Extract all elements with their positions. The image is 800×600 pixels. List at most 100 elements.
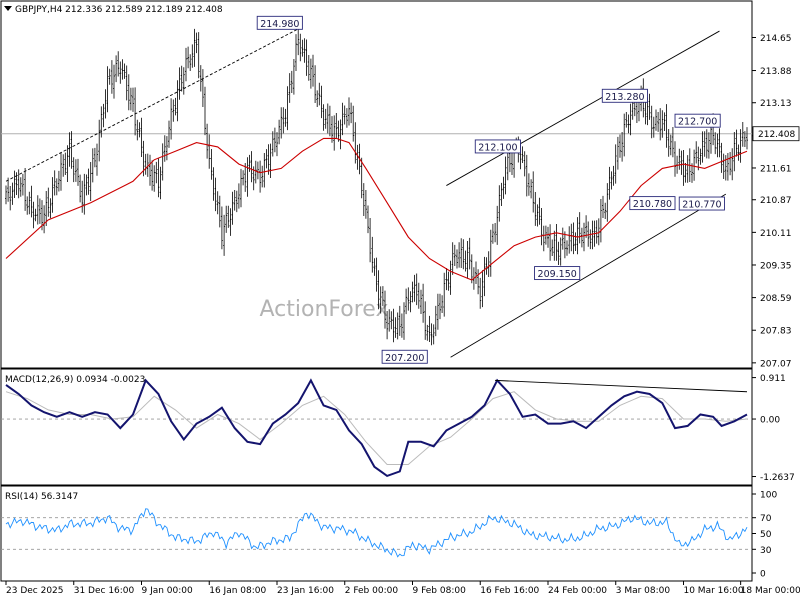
price-bar bbox=[691, 163, 693, 183]
price-bar bbox=[233, 190, 236, 211]
macd-axis-tick-label: 0.00 bbox=[760, 416, 780, 426]
price-bar bbox=[623, 113, 626, 157]
price-bar bbox=[400, 313, 403, 338]
price-bar bbox=[652, 116, 655, 138]
price-bar bbox=[506, 149, 509, 181]
rsi-line bbox=[5, 508, 748, 558]
price-bar bbox=[201, 69, 204, 107]
price-annotation: 210.780 bbox=[633, 199, 672, 210]
price-bar bbox=[657, 112, 660, 132]
price-bar bbox=[307, 55, 310, 81]
price-bar bbox=[403, 302, 405, 340]
price-bar bbox=[125, 65, 128, 101]
price-bar bbox=[557, 241, 560, 265]
price-bar bbox=[172, 99, 175, 122]
price-bar bbox=[377, 270, 380, 310]
price-bar bbox=[523, 151, 526, 177]
price-bar bbox=[585, 215, 588, 238]
rsi-axis-tick-label: 70 bbox=[760, 514, 772, 524]
price-bar bbox=[100, 106, 103, 138]
price-bar bbox=[174, 97, 177, 116]
price-bar bbox=[320, 85, 323, 119]
price-bar bbox=[381, 286, 384, 307]
x-axis-tick-label: 16 Feb 16:00 bbox=[480, 586, 539, 596]
price-bar bbox=[428, 315, 431, 342]
price-annotation-box bbox=[678, 196, 725, 211]
price-bar bbox=[335, 113, 338, 138]
x-axis: 23 Dec 2025 31 Dec 16:00 9 Jan 00:00 16 Jan… bbox=[5, 581, 800, 596]
price-bar bbox=[699, 148, 702, 165]
price-bar bbox=[485, 257, 488, 275]
price-bar bbox=[81, 180, 84, 213]
price-bar bbox=[597, 218, 600, 246]
price-bar bbox=[489, 229, 492, 277]
price-bar bbox=[117, 51, 120, 77]
x-axis-tick-label: 31 Dec 16:00 bbox=[74, 586, 135, 596]
price-bar bbox=[212, 167, 215, 201]
price-bar bbox=[731, 148, 734, 181]
price-bar bbox=[739, 129, 742, 163]
price-bar bbox=[659, 108, 662, 141]
price-axis-tick-label: 213.13 bbox=[760, 99, 792, 109]
price-bar bbox=[420, 289, 422, 314]
price-bar bbox=[214, 177, 217, 212]
price-bar bbox=[553, 230, 556, 261]
price-bar bbox=[104, 89, 107, 119]
price-bar bbox=[115, 55, 118, 83]
price-bar bbox=[43, 205, 46, 234]
price-bar bbox=[621, 132, 624, 162]
price-bar bbox=[127, 74, 130, 111]
price-axis-tick-label: 213.88 bbox=[760, 67, 792, 77]
price-bar bbox=[263, 153, 266, 188]
price-bar bbox=[697, 146, 700, 171]
price-bar bbox=[534, 192, 537, 226]
price-bar bbox=[682, 150, 685, 186]
price-bar bbox=[273, 127, 276, 153]
price-bar bbox=[460, 238, 463, 268]
x-axis-tick-label: 18 Mar 00:00 bbox=[741, 586, 800, 596]
price-bar bbox=[204, 86, 206, 136]
price-bar bbox=[504, 156, 507, 195]
price-bar bbox=[703, 131, 706, 157]
price-bar bbox=[47, 187, 50, 217]
price-bar bbox=[707, 132, 710, 159]
price-bar bbox=[225, 205, 228, 233]
price-bar bbox=[72, 157, 75, 183]
price-bar bbox=[93, 147, 96, 168]
price-bar bbox=[303, 38, 306, 63]
price-bar bbox=[430, 323, 433, 346]
price-bar bbox=[79, 174, 82, 203]
price-bar bbox=[481, 270, 484, 308]
macd-axis-tick-label: -1.2637 bbox=[760, 473, 795, 483]
price-bar bbox=[367, 205, 369, 234]
price-bar bbox=[11, 182, 14, 205]
price-bar bbox=[616, 136, 619, 170]
price-bar bbox=[629, 103, 632, 136]
price-bar bbox=[477, 269, 480, 295]
price-bar bbox=[684, 163, 687, 183]
price-bar bbox=[663, 112, 666, 131]
price-bar bbox=[695, 141, 698, 164]
price-bar bbox=[49, 198, 52, 219]
price-bar bbox=[453, 244, 456, 266]
price-bar bbox=[439, 293, 441, 320]
price-bar bbox=[182, 67, 185, 95]
price-bar bbox=[96, 143, 98, 176]
price-annotation: 207.200 bbox=[385, 353, 424, 364]
macd-trendline bbox=[495, 379, 748, 393]
price-bar bbox=[110, 60, 113, 94]
price-bar bbox=[223, 214, 226, 256]
price-bar bbox=[483, 256, 486, 297]
price-bar bbox=[417, 282, 420, 309]
price-bar bbox=[322, 104, 325, 131]
price-bar bbox=[735, 129, 738, 157]
price-bar bbox=[583, 222, 585, 252]
price-annotation: 214.980 bbox=[260, 19, 299, 30]
price-bar bbox=[5, 185, 7, 205]
price-bar bbox=[77, 158, 79, 186]
price-bar bbox=[314, 65, 317, 103]
macd-line bbox=[5, 378, 748, 478]
price-bar bbox=[34, 208, 37, 222]
x-axis-tick-label: 10 Mar 16:00 bbox=[683, 586, 743, 596]
price-bar bbox=[413, 274, 416, 302]
